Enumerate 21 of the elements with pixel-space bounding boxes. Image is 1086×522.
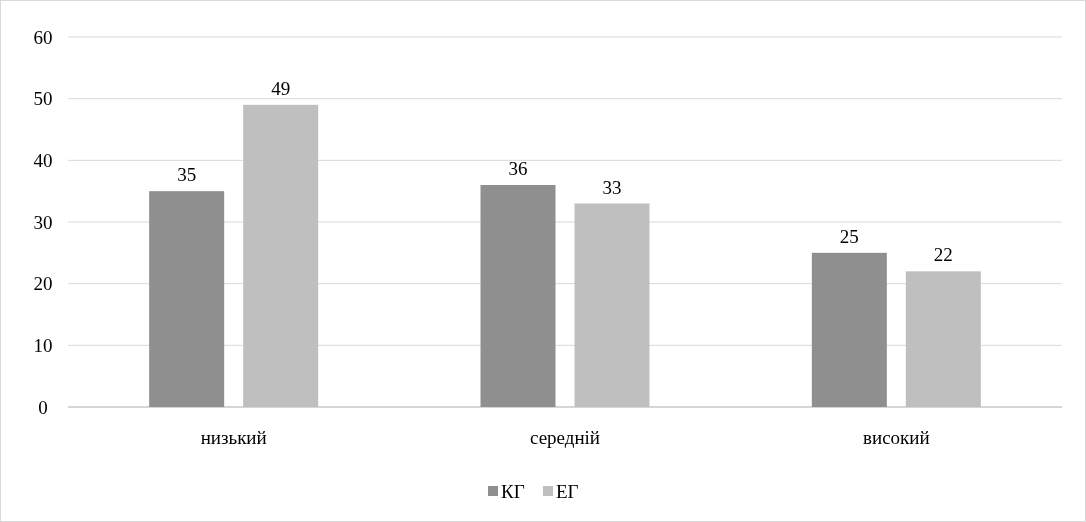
y-tick-label: 20 [33,273,53,295]
y-tick-label: 10 [33,334,53,356]
bar [149,191,225,407]
data-label: 49 [271,77,291,99]
y-tick-label: 30 [33,211,53,233]
data-label: 36 [508,158,528,179]
data-label: 25 [839,225,859,247]
legend-label: КГ [501,480,525,502]
y-tick-label: 60 [33,26,53,48]
x-tick-label: низький [200,427,267,448]
y-tick-label: 50 [33,88,53,110]
x-tick-label: високий [863,427,930,448]
data-label: 33 [602,176,622,198]
bar [480,185,556,407]
bar [811,252,887,407]
data-label: 35 [177,164,197,186]
y-tick-label: 40 [33,149,53,171]
legend-label: ЕГ [556,480,579,502]
y-tick-label: 0 [38,396,48,418]
data-label: 22 [933,244,953,266]
x-tick-label: середній [529,427,601,448]
